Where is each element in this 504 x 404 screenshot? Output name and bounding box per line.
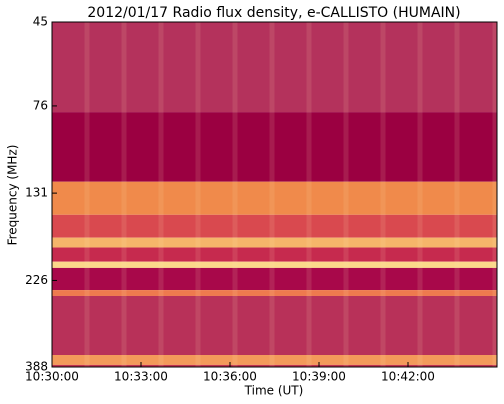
chart-title: 2012/01/17 Radio flux density, e-CALLIST… [87,5,460,21]
x-axis-label: Time (UT) [244,384,304,398]
x-tick-label: 10:42:00 [381,370,435,384]
band [52,267,497,291]
band [52,261,497,268]
band [52,181,497,215]
x-tick-label: 10:33:00 [114,370,168,384]
band [52,247,497,262]
band [52,214,497,238]
band [52,290,497,296]
plot-frame [51,21,498,368]
band [52,355,497,365]
x-tick-label: 10:30:00 [25,370,79,384]
x-tick-label: 10:36:00 [203,370,257,384]
band [52,112,497,182]
y-tick-label: 45 [33,15,48,29]
band [52,295,497,356]
y-tick-label: 131 [25,186,48,200]
y-tick-label: 76 [33,98,48,112]
band [52,237,497,248]
y-tick-label: 226 [25,273,48,287]
x-tick-label: 10:39:00 [292,370,346,384]
y-axis-label: Frequency (MHz) [6,145,20,246]
band [52,22,497,113]
y-tick-label: 388 [25,360,48,374]
band [52,364,497,367]
